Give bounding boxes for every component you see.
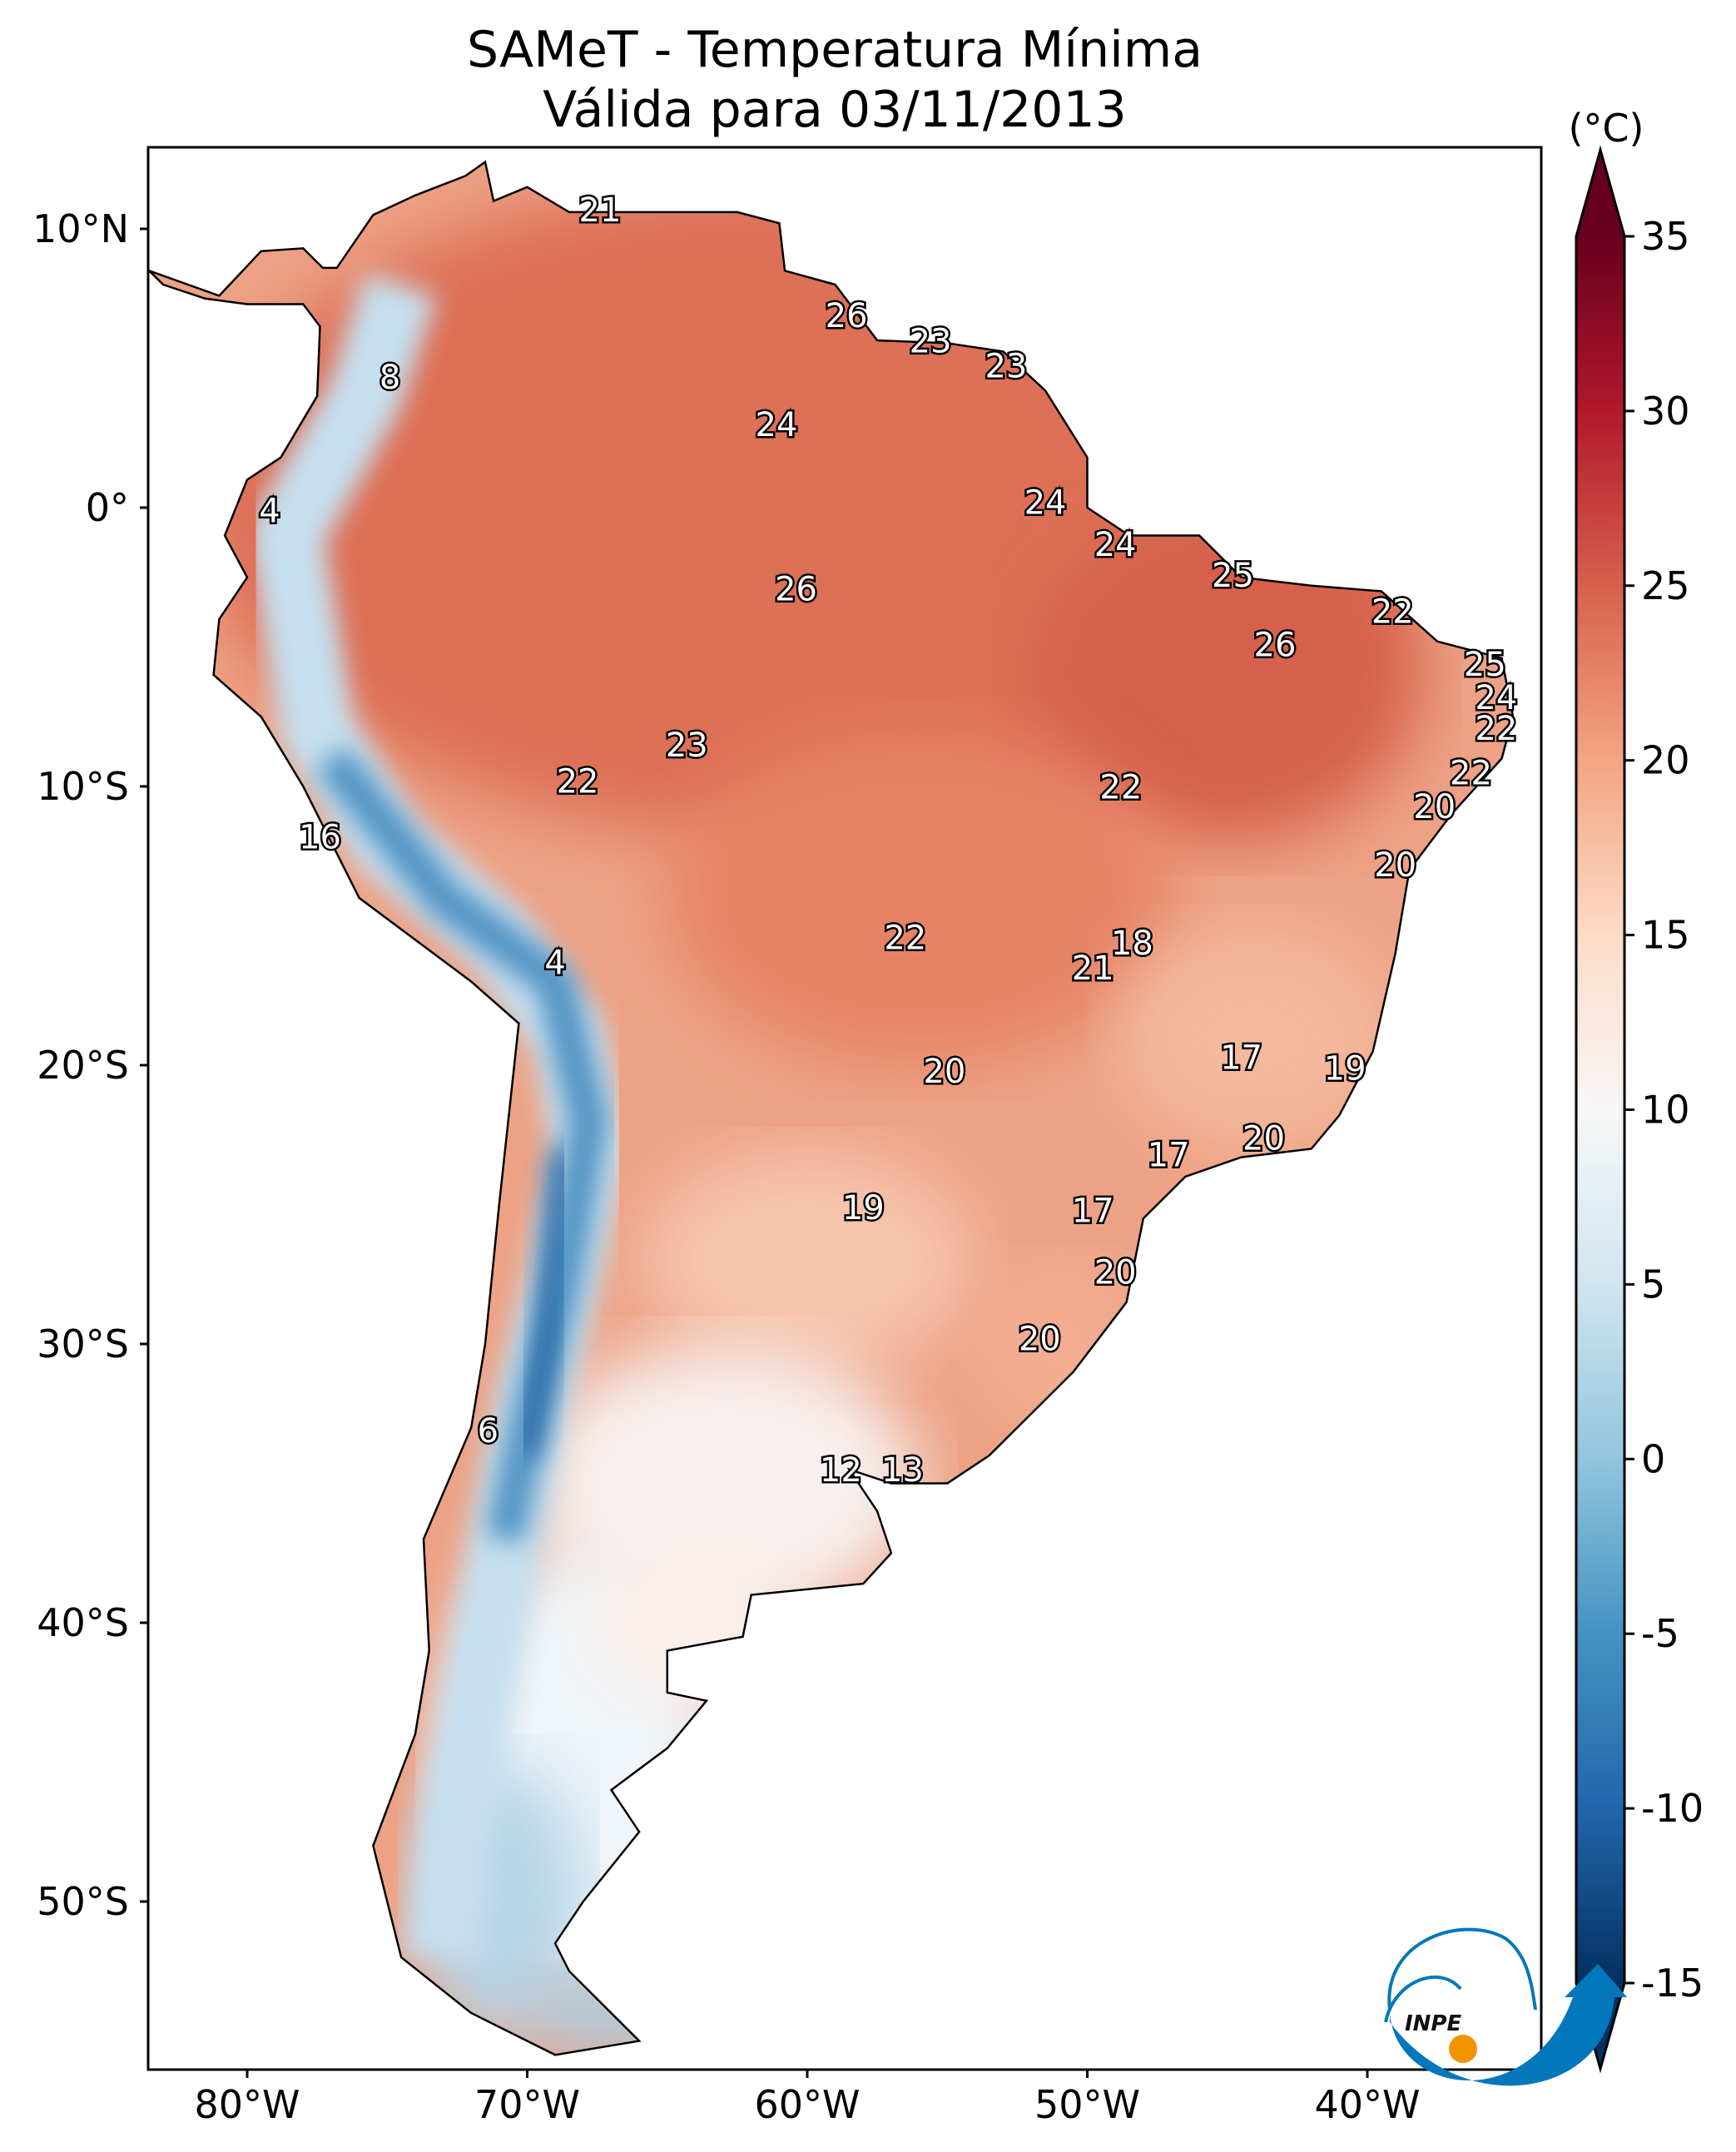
station-label: 22 — [1475, 710, 1517, 748]
station-label: 13 — [881, 1451, 924, 1490]
y-tick-label: 10°S — [37, 764, 129, 809]
station-label: 4 — [544, 944, 565, 982]
x-tick-label: 70°W — [474, 2082, 580, 2127]
y-tick-label: 10°N — [32, 206, 129, 251]
station-label: 23 — [666, 726, 708, 765]
colorbar-tick-label: 5 — [1641, 1262, 1665, 1307]
station-label: 20 — [1413, 788, 1456, 826]
station-label: 26 — [826, 297, 868, 335]
station-label: 19 — [1324, 1050, 1366, 1088]
station-label: 17 — [1220, 1039, 1262, 1077]
colorbar-tick-label: -5 — [1641, 1611, 1679, 1656]
y-tick-label: 30°S — [37, 1321, 129, 1366]
station-label: 12 — [820, 1451, 862, 1490]
coastline — [148, 160, 1515, 2056]
station-label: 26 — [775, 571, 817, 609]
y-tick-label: 0° — [86, 485, 129, 530]
station-label: 20 — [1374, 846, 1416, 885]
x-tick-label: 40°W — [1314, 2082, 1420, 2127]
chart-subtitle: Válida para 03/11/2013 — [543, 81, 1127, 139]
station-label: 18 — [1111, 925, 1153, 963]
station-label: 4 — [259, 493, 280, 531]
station-label: 24 — [1475, 679, 1517, 717]
station-label: 22 — [884, 919, 926, 957]
x-axis: 80°W 70°W 60°W 50°W 40°W — [194, 2070, 1421, 2127]
colorbar-tick-label: 10 — [1641, 1088, 1690, 1133]
inpe-logo-text: INPE — [1405, 2011, 1461, 2036]
y-axis: 10°N 0° 10°S 20°S 30°S 40°S 50°S — [32, 206, 148, 1924]
station-label: 26 — [1254, 627, 1297, 665]
inpe-logo: INPE — [1384, 1927, 1627, 2086]
station-label: 24 — [1024, 484, 1067, 523]
station-label: 23 — [985, 348, 1027, 386]
station-label: 20 — [923, 1053, 965, 1091]
colorbar-label: (°C) — [1568, 106, 1644, 151]
station-label: 22 — [1371, 593, 1414, 631]
colorbar-tick-label: -15 — [1641, 1961, 1704, 2006]
colorbar: 35 30 25 20 15 10 5 0 -5 -10 -15 (°C) — [1568, 106, 1704, 2074]
y-tick-label: 50°S — [37, 1879, 129, 1924]
station-label: 19 — [842, 1189, 885, 1227]
station-label: 8 — [379, 359, 400, 397]
station-label: 25 — [1212, 557, 1254, 595]
station-label: 24 — [756, 406, 798, 444]
station-label: 20 — [1019, 1321, 1061, 1359]
station-label: 21 — [579, 191, 622, 230]
colorbar-tick-label: 15 — [1641, 913, 1690, 958]
colorbar-tick-label: 0 — [1641, 1436, 1665, 1481]
colorbar-tick-label: 25 — [1641, 563, 1690, 608]
station-label: 20 — [1242, 1119, 1285, 1158]
x-tick-label: 60°W — [754, 2082, 860, 2127]
station-label: 17 — [1148, 1137, 1190, 1175]
colorbar-tick-label: 20 — [1641, 738, 1690, 783]
station-label: 16 — [299, 819, 341, 857]
station-label: 24 — [1094, 526, 1137, 564]
station-label: 22 — [557, 763, 599, 801]
x-tick-label: 50°W — [1034, 2082, 1140, 2127]
station-label: 25 — [1464, 646, 1506, 684]
station-label: 22 — [1450, 755, 1492, 793]
colorbar-tick-label: -10 — [1641, 1786, 1704, 1831]
x-tick-label: 80°W — [194, 2082, 300, 2127]
y-tick-label: 20°S — [37, 1043, 129, 1088]
station-label: 22 — [1099, 768, 1142, 806]
station-label: 21 — [1072, 950, 1114, 988]
colorbar-tick-label: 30 — [1641, 389, 1690, 434]
station-label: 20 — [1094, 1253, 1137, 1292]
colorbar-tick-label: 35 — [1641, 214, 1690, 259]
y-tick-label: 40°S — [37, 1600, 129, 1645]
map-frame — [146, 146, 1543, 2071]
station-label: 23 — [910, 322, 952, 360]
colorbar-bar — [1575, 145, 1626, 2074]
chart-title: SAMeT - Temperatura Mínima — [467, 21, 1203, 79]
station-label: 6 — [478, 1412, 498, 1450]
station-label: 17 — [1072, 1193, 1114, 1231]
